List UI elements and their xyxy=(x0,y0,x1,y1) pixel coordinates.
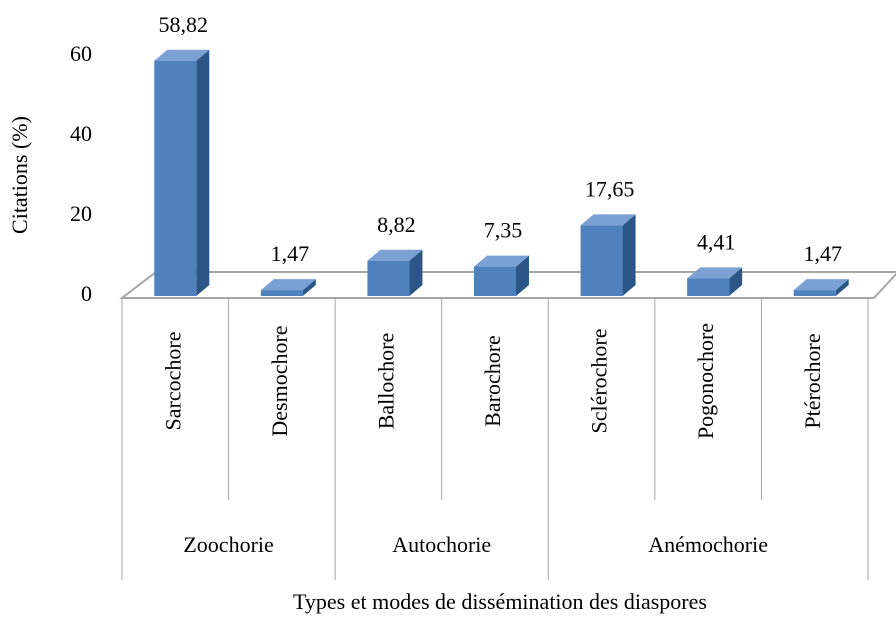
y-tick-label: 40 xyxy=(70,121,92,146)
bar xyxy=(474,266,516,296)
data-label: 17,65 xyxy=(585,176,635,201)
bar-side xyxy=(835,279,849,296)
data-label: 58,82 xyxy=(159,12,209,37)
bar-side xyxy=(302,279,316,296)
data-label: 1,47 xyxy=(271,241,310,266)
x-tick-label: Ptérochore xyxy=(800,333,825,428)
x-tick-label: Desmochore xyxy=(267,325,292,436)
bar-side xyxy=(409,249,423,296)
bar-top xyxy=(793,279,849,291)
bar-top xyxy=(580,214,636,226)
y-tick-label: 60 xyxy=(70,41,92,66)
bar xyxy=(367,260,410,296)
bar xyxy=(154,60,197,296)
bar xyxy=(580,225,623,296)
bar-top xyxy=(687,267,743,279)
bar-side xyxy=(622,214,636,296)
x-tick-label: Pogonochore xyxy=(693,323,718,439)
y-tick-label: 20 xyxy=(70,201,92,226)
bar-top xyxy=(367,249,423,261)
bar-top xyxy=(154,49,210,61)
bar-top xyxy=(260,279,316,291)
bar-side xyxy=(196,49,210,296)
bar xyxy=(260,290,303,296)
group-label: Anémochorie xyxy=(648,532,768,557)
data-label: 7,35 xyxy=(484,218,523,243)
y-tick-label: 0 xyxy=(81,281,92,306)
x-tick-label: Barochore xyxy=(480,335,505,427)
data-label: 1,47 xyxy=(803,241,842,266)
data-label: 4,41 xyxy=(697,229,736,254)
bar-side xyxy=(729,267,743,296)
bar-top xyxy=(474,255,529,267)
y-axis-label: Citations (%) xyxy=(7,116,32,234)
data-label: 8,82 xyxy=(377,212,416,237)
x-axis-label: Types et modes de dissémination des dias… xyxy=(293,589,707,614)
x-tick-label: Sclérochore xyxy=(587,328,612,433)
x-tick-label: Ballochore xyxy=(373,333,398,430)
group-label: Autochorie xyxy=(392,532,491,557)
group-label: Zoochorie xyxy=(183,532,273,557)
bar-side xyxy=(516,255,529,296)
bar xyxy=(687,278,730,296)
x-tick-label: Sarcochore xyxy=(160,332,185,431)
bar xyxy=(793,290,836,296)
